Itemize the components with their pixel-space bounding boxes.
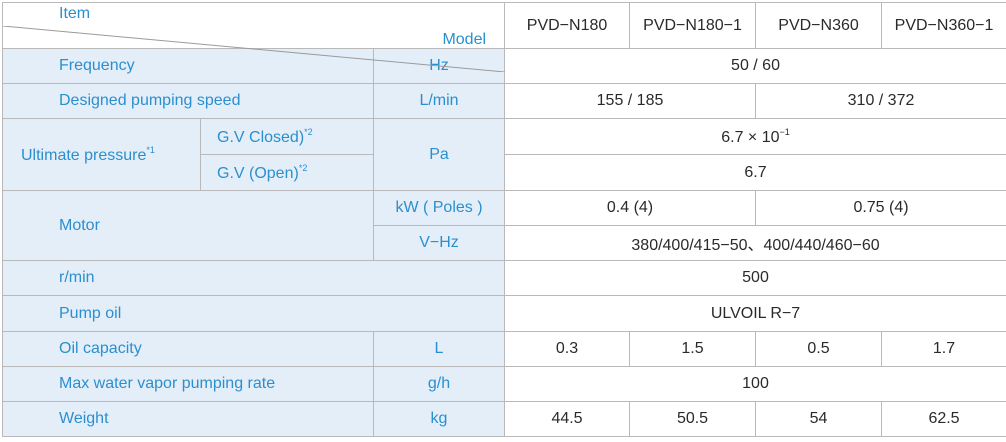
corner-cell: Model Item — [1, 2, 506, 72]
rmin-value: 500 — [504, 260, 1006, 296]
gv-closed-footnote: *2 — [304, 126, 313, 137]
gv-open-footnote: *2 — [298, 162, 308, 173]
motor-row-voltage: V−Hz 380/400/415−50、400/440/460−60 — [3, 225, 1006, 261]
motor-power-180: 0.4 (4) — [504, 190, 757, 226]
ultimate-open-value: 6.7 — [504, 154, 1006, 191]
ultimate-row-open: G.V (Open)*2 6.7 — [3, 154, 1006, 191]
item-label: Item — [59, 4, 91, 22]
weight-4: 62.5 — [881, 401, 1006, 437]
vapor-label: Max water vapor pumping rate — [2, 366, 374, 402]
motor-power-360: 0.75 (4) — [755, 190, 1006, 226]
model-2: PVD−N180−1 — [629, 2, 757, 49]
frequency-value: 50 / 60 — [504, 48, 1006, 84]
gv-closed-label: G.V Closed) — [217, 128, 305, 146]
ultimate-closed-exponent: −1 — [779, 126, 790, 137]
weight-3: 54 — [755, 401, 883, 437]
oil-capacity-row: Oil capacity L 0.3 1.5 0.5 1.7 — [2, 331, 1006, 367]
weight-unit: kg — [372, 401, 506, 437]
motor-voltage-unit: V−Hz — [372, 225, 506, 261]
model-3: PVD−N360 — [755, 2, 883, 49]
header-row: Model Item PVD−N180 PVD−N180−1 PVD−N360 … — [1, 2, 1006, 72]
gv-open-label: G.V (Open) — [217, 164, 299, 182]
rmin-row: r/min 500 — [1, 260, 1006, 296]
oil-capacity-4: 1.7 — [881, 331, 1006, 367]
model-label: Model — [442, 30, 487, 48]
oil-label: Pump oil — [1, 295, 506, 332]
frequency-row: Frequency Hz 50 / 60 — [2, 48, 1006, 84]
oil-capacity-3: 0.5 — [755, 331, 883, 367]
model-4: PVD−N360−1 — [881, 2, 1006, 49]
gv-open-cell: G.V (Open)*2 — [200, 154, 374, 191]
vapor-row: Max water vapor pumping rate g/h 100 — [2, 366, 1006, 402]
ultimate-row-closed: Ultimate pressure*1 G.V Closed)*2 Pa 6.7… — [2, 118, 1006, 191]
speed-label: Designed pumping speed — [2, 83, 374, 119]
motor-row-power: Motor kW ( Poles ) 0.4 (4) 0.75 (4) — [2, 190, 1006, 261]
oil-value: ULVOIL R−7 — [504, 295, 1006, 332]
motor-label: Motor — [2, 190, 374, 261]
ultimate-label: Ultimate pressure — [21, 146, 147, 164]
oil-row: Pump oil ULVOIL R−7 — [1, 295, 1006, 332]
weight-2: 50.5 — [629, 401, 757, 437]
ultimate-closed-value: 6.7 × 10 — [721, 128, 780, 146]
ultimate-closed-value-cell: 6.7 × 10−1 — [504, 118, 1006, 155]
oil-capacity-label: Oil capacity — [2, 331, 374, 367]
oil-capacity-1: 0.3 — [504, 331, 631, 367]
ultimate-unit: Pa — [372, 118, 506, 191]
motor-voltage-value: 380/400/415−50、400/440/460−60 — [504, 225, 1006, 261]
vapor-value: 100 — [504, 366, 1006, 402]
speed-value-180: 155 / 185 — [504, 83, 757, 119]
speed-row: Designed pumping speed L/min 155 / 185 3… — [2, 83, 1006, 119]
weight-1: 44.5 — [504, 401, 631, 437]
speed-value-360: 310 / 372 — [755, 83, 1006, 119]
model-1: PVD−N180 — [504, 2, 631, 49]
motor-power-unit: kW ( Poles ) — [372, 190, 506, 226]
weight-row: Weight kg 44.5 50.5 54 62.5 — [2, 401, 1006, 437]
diagonal-line — [3, 25, 505, 72]
frequency-unit: Hz — [372, 48, 506, 84]
vapor-unit: g/h — [372, 366, 506, 402]
speed-unit: L/min — [372, 83, 506, 119]
rmin-label: r/min — [1, 260, 506, 296]
ultimate-footnote: *1 — [146, 144, 155, 155]
oil-capacity-unit: L — [372, 331, 506, 367]
weight-label: Weight — [2, 401, 374, 437]
oil-capacity-2: 1.5 — [629, 331, 757, 367]
ultimate-label-cell: Ultimate pressure*1 — [2, 118, 201, 191]
gv-closed-cell: G.V Closed)*2 — [200, 118, 374, 155]
